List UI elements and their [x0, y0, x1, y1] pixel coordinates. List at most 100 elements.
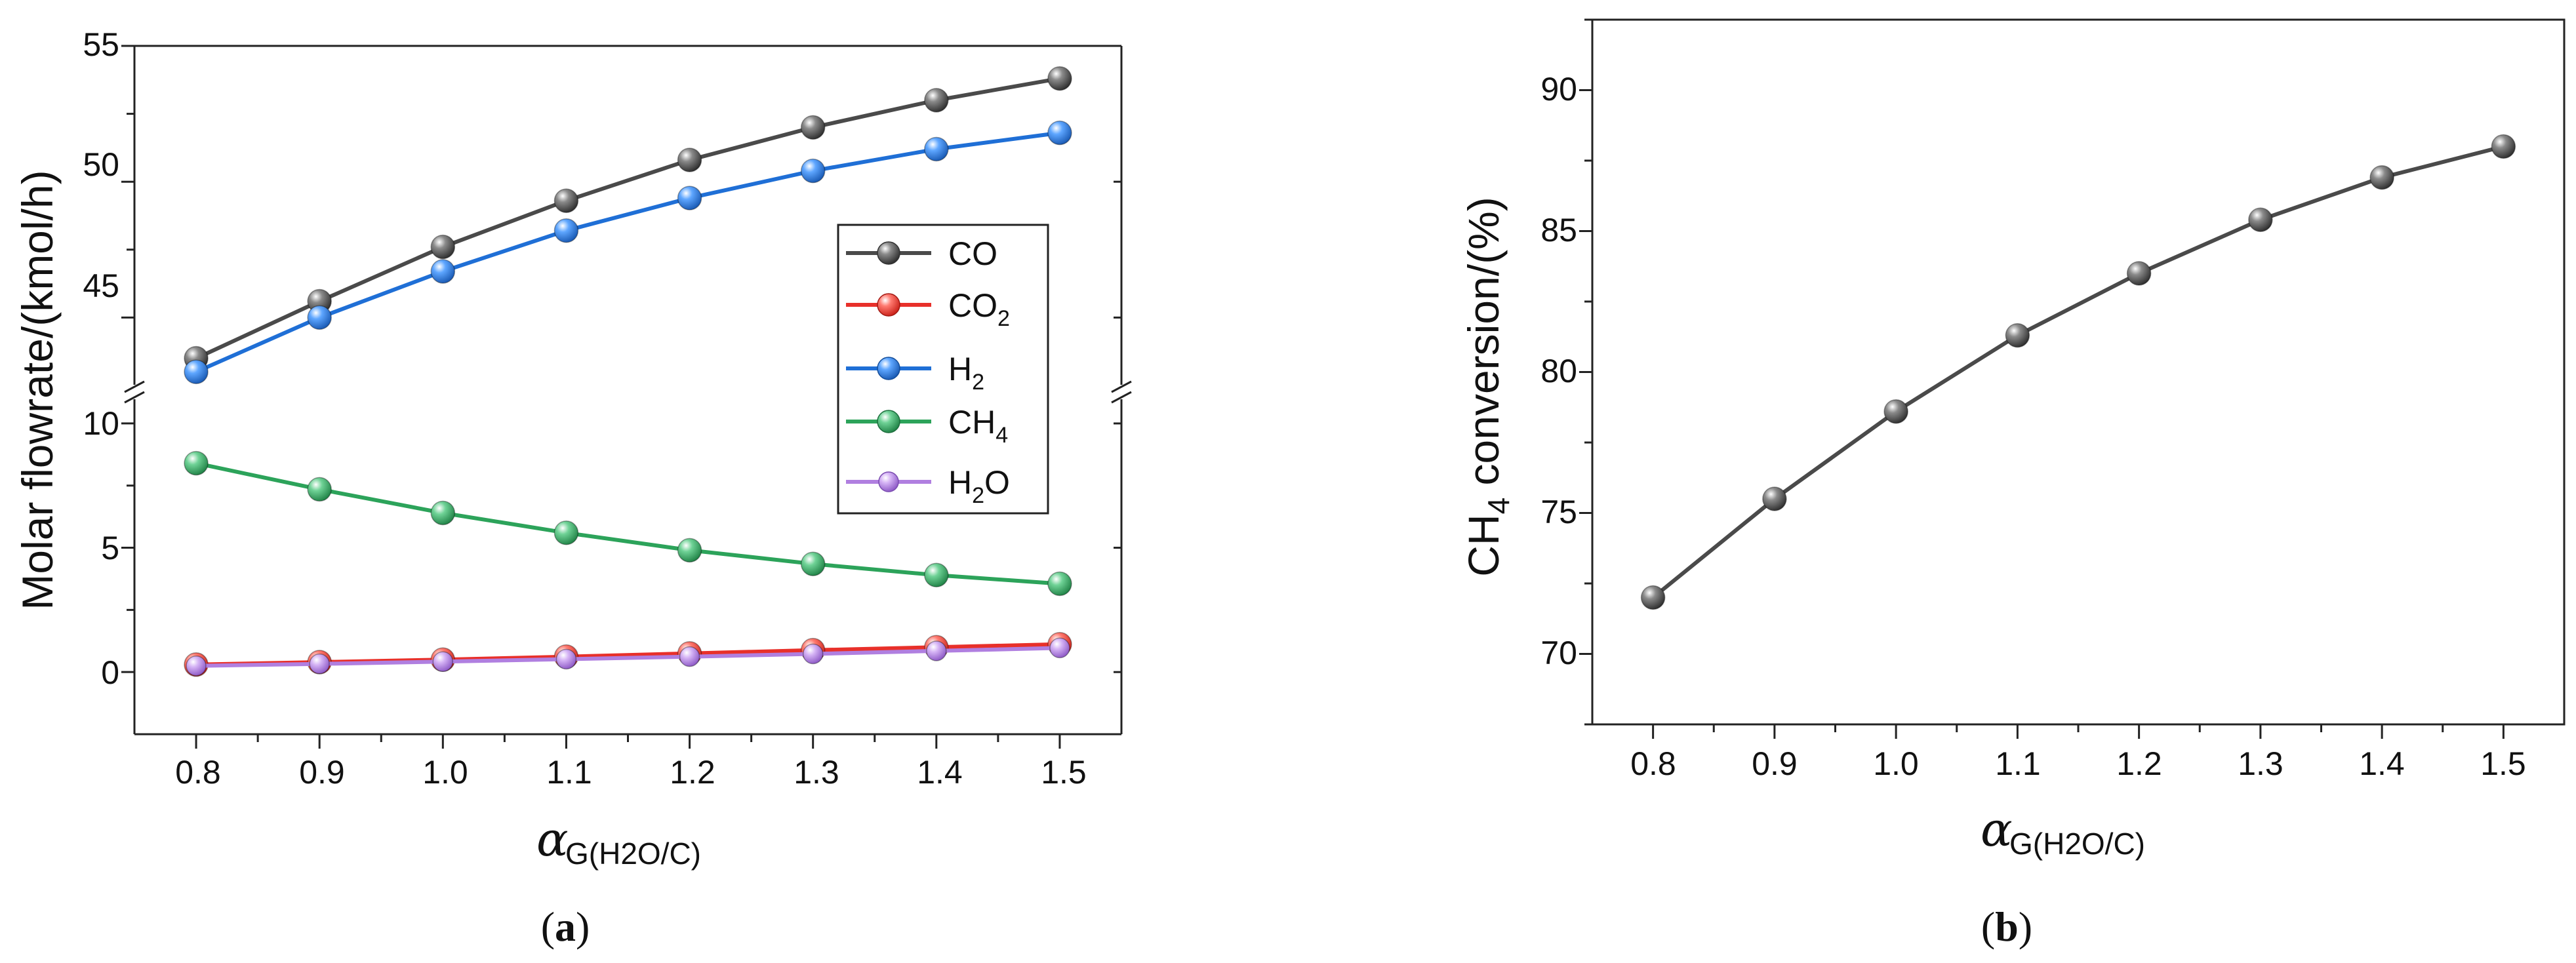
b-ticks: [1579, 18, 2505, 739]
data-point-ch4: [1047, 571, 1072, 597]
data-point-ch4: [800, 551, 826, 576]
data-point-h2o: [926, 640, 947, 661]
panel-b: 0.8 0.9 1.0 1.1 1.2 1.3 1.4 1.5 70 75 80…: [1459, 18, 2566, 950]
a-x-axis-alpha-subscript: G(H2O/C): [565, 836, 701, 871]
data-point-co: [800, 115, 826, 140]
data-point-ch4-conversion: [2248, 207, 2273, 233]
data-point-ch4: [553, 521, 579, 545]
a-axis-break-left: [124, 380, 145, 404]
a-x-tick-label: 1.2: [670, 754, 715, 791]
data-point-h2: [430, 259, 456, 284]
data-point-h2: [553, 218, 579, 243]
data-point-ch4: [307, 477, 332, 502]
a-x-tick-label: 1.0: [422, 754, 468, 791]
data-point-ch4-conversion: [2126, 261, 2152, 286]
data-point-ch4-conversion: [2491, 134, 2516, 159]
svg-text:H2O: H2O: [948, 464, 1010, 508]
series-line-h2: [195, 130, 1060, 374]
data-point-ch4-conversion: [1762, 486, 1787, 511]
data-point-ch4-conversion: [2005, 323, 2030, 348]
b-x-tick-label: 1.4: [2359, 745, 2405, 782]
series-line-co: [195, 76, 1060, 361]
a-x-tick-label: 1.3: [794, 754, 839, 791]
b-x-tick-label: 1.2: [2116, 745, 2162, 782]
b-axes-frame: [1591, 18, 2566, 726]
b-y-axis-label: CH4 conversion/(%): [1459, 197, 1516, 576]
data-point-h2o: [186, 655, 207, 677]
panel-a-label: (a): [541, 903, 590, 950]
data-point-h2o: [432, 651, 454, 673]
b-y-tick-labels: 70 75 80 85 90: [1540, 71, 1577, 671]
a-legend: CO CO2 H2 CH4 H2O: [837, 224, 1049, 515]
b-x-axis-alpha: α: [1981, 802, 2013, 857]
b-x-tick-label: 1.3: [2238, 745, 2284, 782]
a-y-tick-labels: 0 5 10 45 50 55: [83, 26, 119, 691]
a-axis-break-right: [1111, 380, 1132, 404]
data-point-ch4: [677, 538, 702, 563]
legend-item-h2o: H2O: [846, 464, 1010, 508]
data-point-h2o: [679, 646, 700, 667]
a-y-tick-label: 55: [83, 26, 119, 63]
data-point-h2o: [555, 648, 577, 670]
a-y-tick-label: 50: [83, 146, 119, 183]
legend-item-co2: CO2: [846, 287, 1010, 331]
data-point-co: [677, 147, 702, 172]
b-x-axis-alpha-subscript: G(H2O/C): [2009, 827, 2145, 861]
data-point-h2: [307, 305, 332, 330]
a-x-tick-label: 0.8: [175, 754, 221, 791]
series-line-ch4-conversion: [1651, 144, 2505, 599]
panel-b-label: (b): [1981, 903, 2032, 950]
panel-a: 0.8 0.9 1.0 1.1 1.2 1.3 1.4 1.5 0 5 10 4…: [13, 26, 1132, 950]
b-x-tick-labels: 0.8 0.9 1.0 1.1 1.2 1.3 1.4 1.5: [1630, 745, 2526, 782]
svg-text:CO: CO: [948, 235, 997, 272]
b-y-tick-label: 85: [1540, 212, 1577, 248]
svg-text:CO2: CO2: [948, 287, 1010, 331]
data-point-ch4: [184, 450, 209, 476]
b-x-tick-label: 1.1: [1995, 745, 2041, 782]
b-x-tick-label: 1.0: [1873, 745, 1919, 782]
b-x-tick-label: 0.9: [1752, 745, 1798, 782]
a-y-tick-label: 45: [83, 267, 119, 304]
a-x-tick-label: 1.5: [1041, 754, 1087, 791]
data-point-h2: [800, 158, 826, 184]
series-line-ch4: [195, 461, 1060, 586]
legend-item-h2: H2: [846, 351, 984, 395]
svg-text:CH4: CH4: [948, 404, 1008, 448]
data-point-h2: [184, 359, 209, 385]
data-point-ch4: [924, 562, 949, 588]
b-x-axis-label: α G(H2O/C): [1981, 802, 2145, 861]
b-y-tick-label: 90: [1540, 71, 1577, 108]
data-point-h2: [677, 186, 702, 210]
a-y-axis-label: Molar flowrate/(kmol/h): [13, 170, 62, 610]
a-y-tick-label: 0: [101, 654, 119, 691]
data-point-co: [1047, 66, 1072, 91]
a-y-tick-label: 5: [101, 530, 119, 566]
data-point-co: [430, 234, 456, 260]
panel-a-series: [184, 66, 1072, 677]
b-y-tick-label: 75: [1540, 494, 1577, 530]
data-point-h2o: [1049, 637, 1070, 659]
panel-b-series: [1640, 134, 2516, 610]
data-point-ch4-conversion: [1883, 399, 1908, 424]
data-point-co: [924, 88, 949, 113]
data-point-h2: [924, 136, 949, 162]
legend-item-co: CO: [846, 235, 997, 272]
a-x-tick-label: 0.9: [299, 754, 345, 791]
a-y-tick-label: 10: [83, 405, 119, 442]
legend-item-ch4: CH4: [846, 404, 1008, 448]
b-y-tick-label: 80: [1540, 353, 1577, 389]
a-x-tick-label: 1.1: [546, 754, 592, 791]
a-x-tick-labels: 0.8 0.9 1.0 1.1 1.2 1.3 1.4 1.5: [175, 754, 1087, 791]
b-x-tick-label: 0.8: [1630, 745, 1676, 782]
b-y-tick-label: 70: [1540, 635, 1577, 671]
a-x-tick-label: 1.4: [917, 754, 963, 791]
data-point-h2o: [802, 643, 824, 665]
data-point-ch4: [430, 500, 456, 526]
a-x-axis-label: α G(H2O/C): [536, 812, 701, 871]
data-point-ch4-conversion: [2369, 165, 2394, 190]
a-x-axis-alpha: α: [536, 812, 569, 867]
a-ticks: [121, 45, 1121, 749]
data-point-ch4-conversion: [1640, 585, 1666, 610]
data-point-h2: [1047, 120, 1072, 146]
